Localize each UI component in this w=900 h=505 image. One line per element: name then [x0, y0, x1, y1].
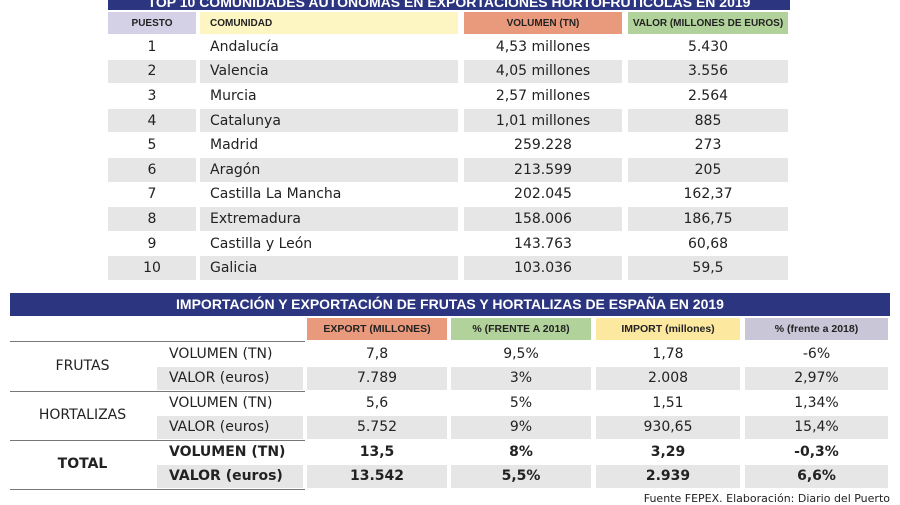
table-cell: 6 — [108, 158, 196, 182]
divider — [10, 341, 305, 342]
group-label: HORTALIZAS — [38, 407, 127, 423]
table-cell: Madrid — [210, 137, 259, 154]
table-cell: 186,75 — [628, 207, 788, 231]
column-header: % (frente a 2018) — [745, 318, 888, 340]
table-cell: 5.752 — [307, 415, 447, 439]
table-cell: 2,97% — [745, 366, 888, 390]
table-cell: 205 — [628, 158, 788, 182]
table-cell: 9% — [451, 415, 591, 439]
table-cell: 2 — [108, 59, 196, 84]
table-cell: 930,65 — [596, 415, 740, 439]
table-cell: 5 — [147, 137, 157, 154]
table-cell: 273 — [694, 137, 722, 154]
table-cell: 7,8 — [365, 345, 389, 362]
table-cell: 5,6 — [365, 394, 389, 411]
table-cell: VOLUMEN (TN) — [169, 345, 273, 362]
column-header: PUESTO — [108, 12, 196, 34]
divider — [10, 488, 305, 490]
table-cell: 59,5 — [628, 256, 788, 280]
table-cell: 3,29 — [650, 443, 686, 460]
table-cell: 5% — [509, 394, 533, 411]
table-cell: 7 — [147, 186, 157, 203]
table-cell: 259.228 — [514, 137, 572, 154]
table-cell: 2.939 — [596, 464, 740, 488]
table-cell: 158.006 — [464, 207, 622, 231]
table-cell: 885 — [628, 108, 788, 133]
table-cell: 7.789 — [307, 366, 447, 390]
table-cell: Andalucía — [210, 38, 279, 55]
table-cell: 1,78 — [652, 345, 684, 362]
divider — [10, 439, 305, 441]
column-header: IMPORT (millones) — [596, 318, 740, 340]
column-header: % (FRENTE A 2018) — [451, 318, 591, 340]
table-cell: 2.008 — [596, 366, 740, 390]
table-cell: 5,5% — [451, 464, 591, 488]
table-cell: 8% — [509, 443, 533, 460]
column-header: VALOR (MILLONES DE EUROS) — [628, 12, 788, 34]
table-cell: 162,37 — [683, 186, 733, 203]
table-cell: 143.763 — [514, 235, 572, 252]
table-cell: VALOR (euros) — [157, 464, 303, 488]
table-cell: VOLUMEN (TN) — [169, 394, 273, 411]
table-cell: -0,3% — [794, 443, 839, 460]
source-note: Fuente FEPEX. Elaboración: Diario del Pu… — [643, 492, 890, 505]
table-cell: 9,5% — [503, 345, 539, 362]
table-cell: 13.542 — [307, 464, 447, 488]
table-cell: 15,4% — [745, 415, 888, 439]
table-cell: -6% — [802, 345, 831, 362]
table-cell: 4,05 millones — [464, 59, 622, 84]
column-header: COMUNIDAD — [200, 12, 458, 34]
table-cell: 9 — [147, 235, 157, 252]
table-cell: VALOR (euros) — [157, 415, 303, 439]
table-cell: Murcia — [210, 87, 257, 104]
table-cell: 1,51 — [652, 394, 684, 411]
table-cell: 13,5 — [359, 443, 395, 460]
table-cell: 10 — [108, 256, 196, 280]
group-label: TOTAL — [57, 456, 108, 472]
group-label: FRUTAS — [55, 358, 110, 374]
table-cell: Galicia — [200, 256, 458, 280]
table-cell: Catalunya — [200, 108, 458, 133]
table-cell: 3% — [451, 366, 591, 390]
table-cell: 8 — [108, 207, 196, 231]
table-cell: 2,57 millones — [495, 87, 591, 104]
column-header: EXPORT (MILLONES) — [307, 318, 447, 340]
table-cell: Extremadura — [200, 207, 458, 231]
top-table-title: TOP 10 COMUNIDADES AUTÓNOMAS EN EXPORTAC… — [108, 0, 790, 10]
table-cell: 2.564 — [687, 87, 729, 104]
table-cell: 4 — [108, 108, 196, 133]
table-cell: 6,6% — [745, 464, 888, 488]
table-cell: 1,01 millones — [464, 108, 622, 133]
table-cell: 5.430 — [687, 38, 729, 55]
table-cell: VOLUMEN (TN) — [169, 443, 286, 460]
table-cell: 3.556 — [628, 59, 788, 84]
table-cell: 1,34% — [794, 394, 839, 411]
table-cell: 213.599 — [464, 158, 622, 182]
table-cell: VALOR (euros) — [157, 366, 303, 390]
divider — [10, 390, 305, 392]
table-cell: Aragón — [200, 158, 458, 182]
table-cell: 202.045 — [514, 186, 572, 203]
table-cell: Castilla La Mancha — [210, 186, 342, 203]
table-cell: Castilla y León — [210, 235, 313, 252]
table-cell: 4,53 millones — [495, 38, 591, 55]
table-cell: 1 — [147, 38, 157, 55]
column-header: VOLUMEN (TN) — [464, 12, 622, 34]
table-cell: Valencia — [200, 59, 458, 84]
table-cell: 103.036 — [464, 256, 622, 280]
table-cell: 3 — [147, 87, 157, 104]
bottom-table-title: IMPORTACIÓN Y EXPORTACIÓN DE FRUTAS Y HO… — [10, 293, 890, 316]
table-cell: 60,68 — [687, 235, 729, 252]
